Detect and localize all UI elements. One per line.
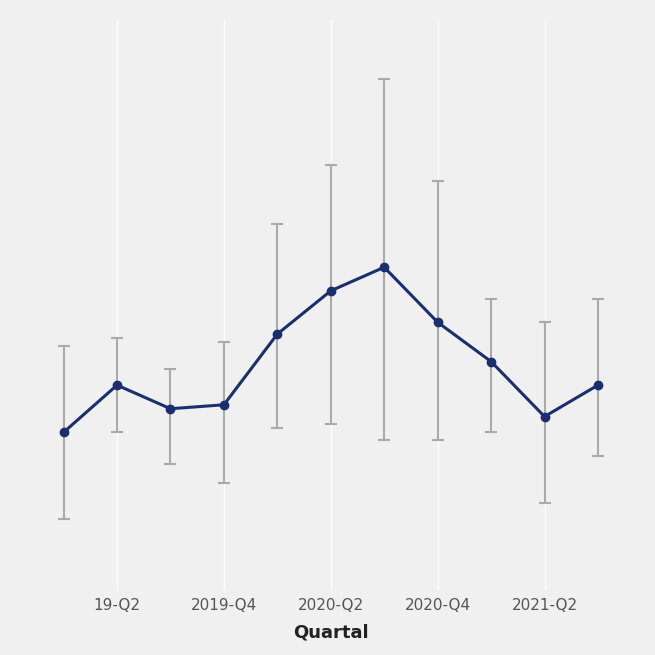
X-axis label: Quartal: Quartal <box>293 624 369 642</box>
